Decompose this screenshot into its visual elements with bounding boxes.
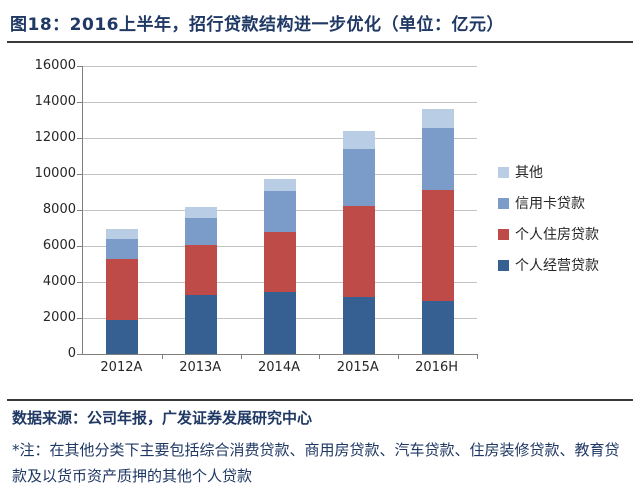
bar-segment: [342, 206, 375, 298]
gridline: [83, 102, 477, 103]
y-tick-label: 12000: [34, 130, 76, 145]
y-axis-tick: [77, 354, 83, 355]
y-axis-tick: [77, 138, 83, 139]
y-axis-tick: [77, 174, 83, 175]
bar-segment: [264, 191, 296, 232]
y-tick-label: 10000: [34, 166, 76, 181]
legend-label: 信用卡贷款: [515, 196, 585, 212]
y-axis-tick: [77, 318, 83, 319]
x-tick-label: 2016H: [415, 360, 459, 375]
legend-item: 信用卡贷款: [498, 193, 599, 213]
y-tick-label: 4000: [42, 274, 76, 289]
bar-segment: [106, 319, 139, 354]
bar-segment: [264, 231, 296, 292]
bar-segment: [185, 207, 218, 219]
gridline: [83, 66, 477, 67]
legend-swatch: [498, 259, 509, 271]
legend-label: 个人经营贷款: [515, 258, 599, 274]
chart-title: 图18：2016上半年，招行贷款结构进一步优化（单位：亿元）: [10, 15, 504, 35]
legend-swatch: [498, 228, 509, 240]
y-axis-tick: [77, 246, 83, 247]
bar-segment: [264, 291, 296, 354]
y-tick-label: 14000: [34, 94, 76, 109]
y-tick-label: 0: [67, 346, 76, 361]
stacked-bar: [342, 130, 375, 354]
x-tick-label: 2014A: [258, 360, 300, 375]
bar-segment: [106, 228, 139, 239]
bar-segment: [106, 258, 139, 320]
footnote-text: *注：在其他分类下主要包括综合消费贷款、商用房贷款、汽车贷款、住房装修贷款、教育…: [12, 441, 620, 485]
x-tick-label: 2013A: [179, 360, 222, 375]
gridline: [83, 174, 477, 175]
bar-segment: [106, 238, 139, 259]
x-tick-label: 2015A: [336, 360, 379, 375]
bar-segment: [421, 300, 454, 354]
x-axis-tick: [161, 354, 163, 359]
x-axis-tick: [477, 354, 478, 359]
legend-swatch: [498, 197, 509, 209]
stacked-bar: [185, 207, 218, 354]
legend-item: 个人经营贷款: [498, 255, 599, 275]
bar-segment: [421, 109, 454, 129]
y-tick-label: 6000: [42, 238, 76, 253]
x-axis-tick: [240, 354, 242, 359]
bar-segment: [185, 294, 218, 354]
x-axis-labels: 2012A 2013A 2014A 2015A 2016H: [82, 360, 476, 380]
stacked-bar: [421, 109, 454, 354]
bar-segment: [342, 148, 375, 207]
x-axis-tick: [398, 354, 400, 359]
y-tick-label: 8000: [42, 202, 76, 217]
gridline: [83, 138, 477, 139]
y-tick-label: 2000: [42, 310, 76, 325]
stacked-bar: [264, 178, 296, 354]
x-tick-label: 2012A: [100, 360, 143, 375]
bar-segment: [185, 218, 218, 246]
legend-item: 其他: [498, 162, 599, 182]
bar-segment: [342, 130, 375, 149]
legend-label: 其他: [515, 165, 543, 181]
legend-swatch: [498, 166, 509, 178]
bar-segment: [185, 245, 218, 295]
bar-segment: [342, 297, 375, 354]
footer-divider-line: [7, 399, 633, 401]
x-axis-tick: [319, 354, 321, 359]
bar-segment: [421, 190, 454, 301]
legend-label: 个人住房贷款: [515, 227, 599, 243]
legend-item: 个人住房贷款: [498, 224, 599, 244]
plot-area: [77, 66, 478, 359]
title-divider-line: [7, 41, 633, 43]
y-axis-tick: [77, 66, 83, 67]
y-tick-label: 16000: [34, 58, 76, 73]
data-source-text: 数据来源：公司年报，广发证券发展研究中心: [12, 409, 313, 427]
y-axis-labels: 0 2000 4000 6000 8000 10000 12000 14000 16000: [0, 58, 76, 361]
y-axis-tick: [77, 102, 83, 103]
y-axis-tick: [77, 282, 83, 283]
bar-segment: [264, 178, 296, 192]
stacked-bar: [106, 228, 139, 354]
chart-legend: 其他信用卡贷款个人住房贷款 个人经营贷款: [498, 162, 599, 286]
bar-segment: [421, 128, 454, 191]
y-axis-tick: [77, 210, 83, 211]
